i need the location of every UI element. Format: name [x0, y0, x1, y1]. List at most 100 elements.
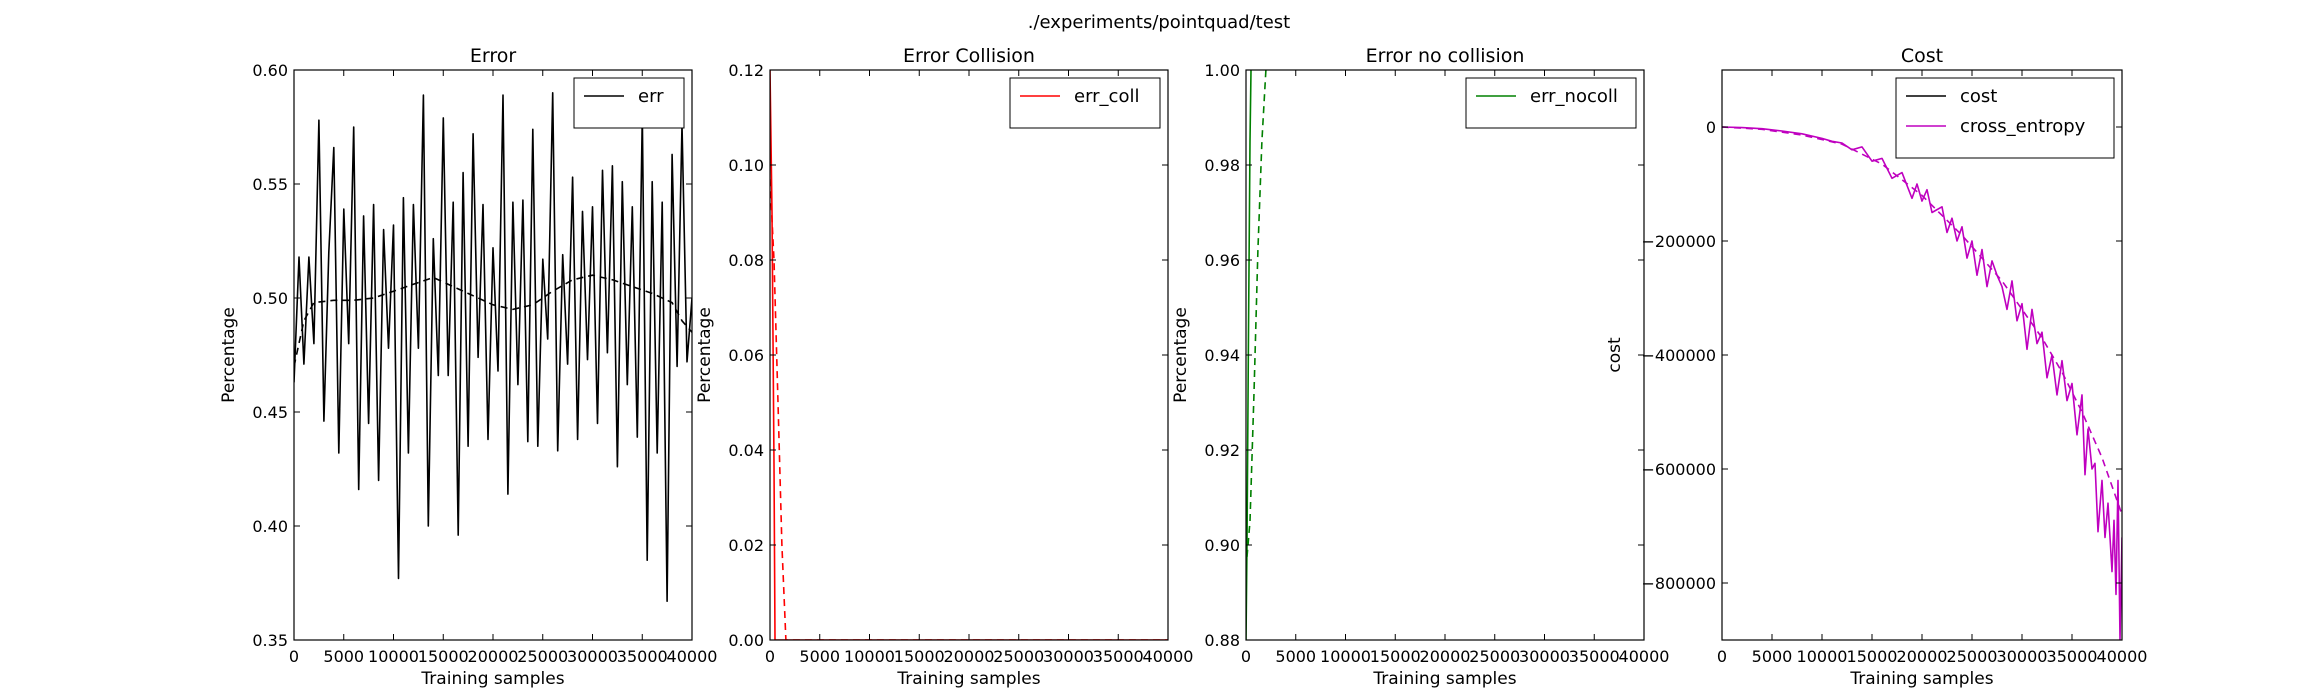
y-axis-label: cost — [1605, 337, 1625, 373]
legend-box — [1895, 77, 2115, 159]
subplot-cost: 0 5000 10000 15000 20000 25000 30000 35000 40000… — [1605, 45, 2147, 689]
x-tick-label: 20000 — [944, 647, 995, 666]
legend-box — [1009, 77, 1161, 129]
x-tick-label: 30000 — [1043, 647, 1094, 666]
subplot-error-collision: 0 5000 10000150002000025000300003500040000… — [695, 45, 1193, 689]
legend-label-cross_entropy: cross_entropy — [1960, 116, 2086, 137]
y-axis-label: Percentage — [1171, 307, 1191, 403]
x-tick-label: 5000 — [799, 647, 840, 666]
x-tick-label: 15000 — [1370, 647, 1421, 666]
x-tick-label: 5000 — [323, 647, 364, 666]
legend-label-err_nocoll: err_nocoll — [1530, 86, 1618, 107]
x-tick-label: 25000 — [517, 647, 568, 666]
x-axis-label: Training samples — [1372, 669, 1516, 689]
y-tick-label: −200000 — [1642, 232, 1716, 251]
y-tick-label: −600000 — [1642, 460, 1716, 479]
cross_entropy-line — [1722, 126, 2122, 640]
x-tick-label: 20000 — [1897, 647, 1948, 666]
y-tick-label: 0.35 — [252, 631, 288, 650]
y-tick-label: 0.40 — [252, 517, 288, 536]
y-tick-label: 1.00 — [1204, 61, 1240, 80]
y-tick-label: 0.06 — [728, 346, 764, 365]
x-tick-label: 10000 — [1797, 647, 1848, 666]
legend: err_coll — [1009, 77, 1161, 129]
x-tick-label: 30000 — [1519, 647, 1570, 666]
x-tick-label: 40000 — [667, 647, 718, 666]
x-axis-label: Training samples — [1849, 669, 1993, 689]
y-tick-label: 0.10 — [728, 156, 764, 175]
y-tick-label: 0.45 — [252, 403, 288, 422]
x-tick-label: 5000 — [1275, 647, 1316, 666]
y-tick-label: 0.90 — [1204, 536, 1240, 555]
err-line — [294, 92, 692, 602]
y-tick-label: −400000 — [1642, 346, 1716, 365]
legend: err_nocoll — [1465, 77, 1637, 129]
y-tick-label: 0.96 — [1204, 251, 1240, 270]
err_nocoll-line — [1246, 70, 1252, 640]
subplot-error: 0 5000 10000150002000025000300003500040000… — [219, 45, 717, 689]
x-tick-label: 40000 — [1143, 647, 1194, 666]
x-tick-label: 40000 — [2097, 647, 2148, 666]
x-tick-label: 5000 — [1752, 647, 1793, 666]
x-tick-label: 35000 — [2047, 647, 2098, 666]
x-tick-label: 0 — [1241, 647, 1251, 666]
y-tick-label: 0.50 — [252, 289, 288, 308]
x-tick-label: 15000 — [1847, 647, 1898, 666]
x-tick-label: 25000 — [993, 647, 1044, 666]
series-1-dashed-line — [1246, 70, 1267, 569]
y-tick-label: 0.08 — [728, 251, 764, 270]
plot-area — [770, 70, 1168, 640]
y-axis-label: Percentage — [695, 307, 715, 403]
y-tick-label: 0.04 — [728, 441, 764, 460]
x-tick-label: 10000 — [1320, 647, 1371, 666]
axes-frame — [769, 69, 1169, 641]
x-axis-label: Training samples — [420, 669, 564, 689]
subplot-title: Cost — [1901, 45, 1943, 67]
x-tick-label: 40000 — [1619, 647, 1670, 666]
series-1-dashed-line — [770, 179, 1168, 640]
y-tick-label: 0.00 — [728, 631, 764, 650]
legend: err — [573, 77, 685, 129]
y-tick-label: 0.02 — [728, 536, 764, 555]
y-tick-label: 0.60 — [252, 61, 288, 80]
legend-label-cost: cost — [1960, 86, 1997, 107]
x-axis-label: Training samples — [896, 669, 1040, 689]
x-tick-label: 20000 — [1420, 647, 1471, 666]
y-tick-label: −800000 — [1642, 574, 1716, 593]
x-tick-label: 0 — [1717, 647, 1727, 666]
x-tick-label: 0 — [765, 647, 775, 666]
x-tick-label: 35000 — [617, 647, 668, 666]
y-tick-label: 0.12 — [728, 61, 764, 80]
y-axis-label: Percentage — [219, 307, 239, 403]
x-tick-label: 15000 — [418, 647, 469, 666]
subplot-title: Error no collision — [1366, 45, 1525, 67]
x-tick-label: 10000 — [368, 647, 419, 666]
y-tick-label: 0.98 — [1204, 156, 1240, 175]
legend-box — [1465, 77, 1637, 129]
x-tick-label: 35000 — [1093, 647, 1144, 666]
x-tick-label: 25000 — [1947, 647, 1998, 666]
legend-label-err_coll: err_coll — [1074, 86, 1139, 107]
y-tick-label: 0 — [1706, 118, 1716, 137]
legend-label-err: err — [638, 86, 664, 107]
err_coll-line — [770, 70, 1168, 640]
legend-box — [573, 77, 685, 129]
x-tick-label: 0 — [289, 647, 299, 666]
x-tick-label: 15000 — [894, 647, 945, 666]
axes-frame — [1245, 69, 1645, 641]
y-tick-label: 0.92 — [1204, 441, 1240, 460]
series-1-dashed-line — [294, 274, 692, 367]
x-tick-label: 30000 — [1997, 647, 2048, 666]
x-tick-label: 10000 — [844, 647, 895, 666]
y-tick-label: 0.55 — [252, 175, 288, 194]
subplot-title: Error — [470, 45, 517, 67]
plot-area — [1722, 126, 2122, 640]
y-tick-label: 0.94 — [1204, 346, 1240, 365]
x-tick-label: 30000 — [567, 647, 618, 666]
subplot-title: Error Collision — [903, 45, 1035, 67]
plot-area — [1246, 70, 1267, 640]
subplots: 0 5000 10000150002000025000300003500040000… — [219, 45, 2147, 689]
subplot-error-no-collision: 0 5000 10000150002000025000300003500040000… — [1171, 45, 1669, 689]
plot-area — [294, 92, 692, 602]
